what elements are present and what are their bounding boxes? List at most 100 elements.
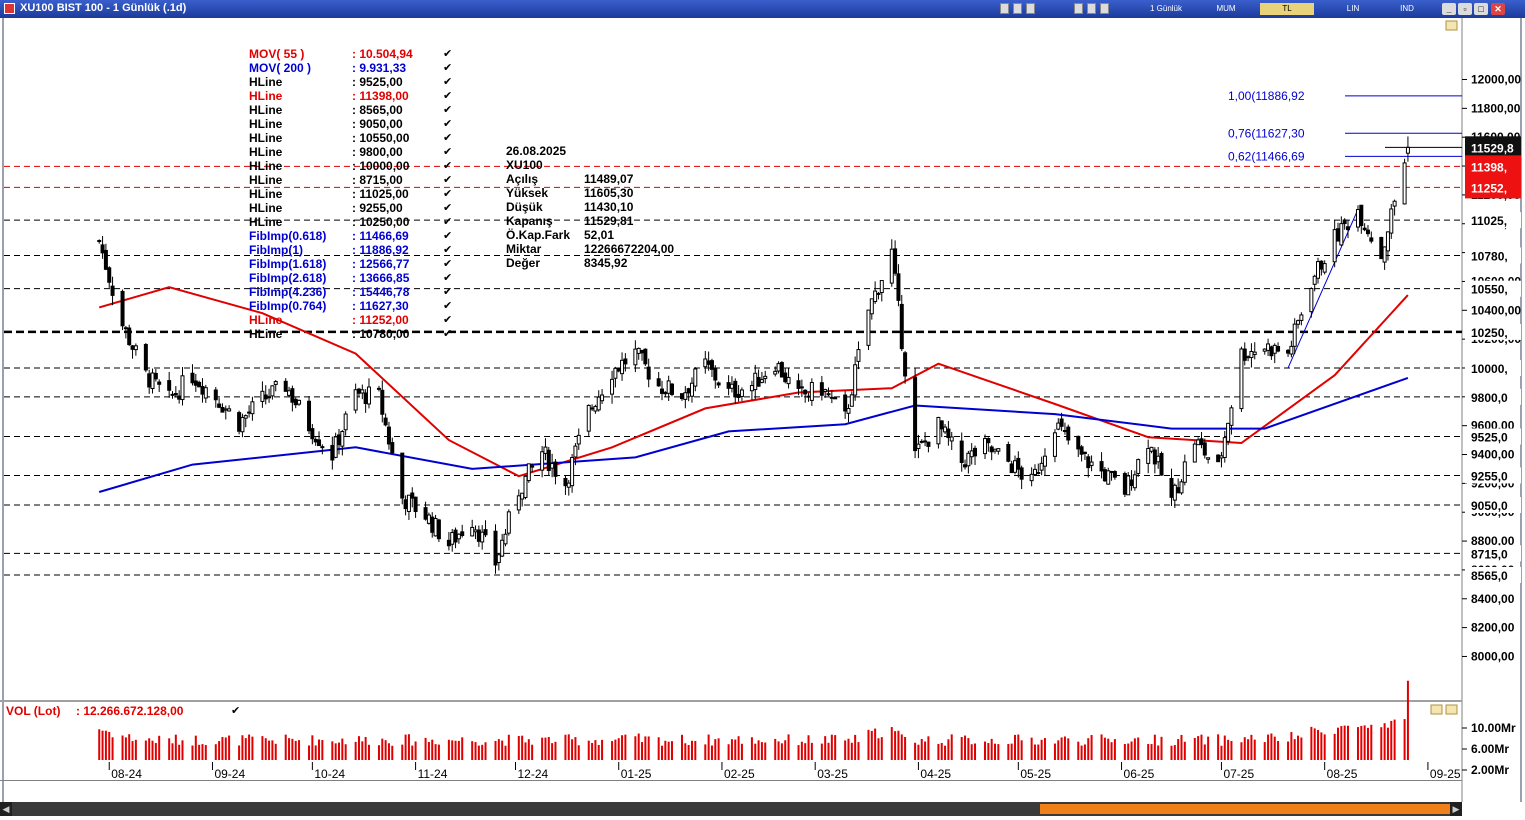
volume-bar[interactable] (1197, 736, 1200, 760)
volume-bar[interactable] (367, 744, 370, 760)
candle-body[interactable] (1016, 457, 1021, 470)
legend-check-icon[interactable]: ✔ (443, 314, 453, 326)
candle-body[interactable] (550, 463, 555, 469)
candle-body[interactable] (689, 382, 694, 397)
candle-body[interactable] (273, 381, 278, 385)
candle-body[interactable] (1199, 438, 1204, 446)
volume-bar[interactable] (427, 741, 430, 760)
volume-bar[interactable] (671, 741, 673, 760)
volume-bar[interactable] (1227, 739, 1230, 760)
volume-bar[interactable] (710, 745, 713, 760)
volume-bar[interactable] (377, 745, 380, 760)
volume-bar[interactable] (1337, 727, 1339, 760)
candle-body[interactable] (500, 539, 505, 557)
volume-bar[interactable] (261, 736, 264, 760)
volume-bar[interactable] (477, 745, 480, 760)
candle-body[interactable] (197, 381, 202, 388)
candle-body[interactable] (1229, 407, 1234, 426)
volume-bar[interactable] (414, 741, 417, 760)
volume-bar[interactable] (401, 744, 404, 760)
candle-body[interactable] (1079, 446, 1084, 455)
toolbar-icon-6[interactable] (1100, 3, 1109, 14)
volume-bar[interactable] (1343, 725, 1346, 760)
candle-body[interactable] (167, 380, 172, 391)
candle-body[interactable] (247, 411, 252, 414)
candle-body[interactable] (739, 389, 744, 397)
volume-bar[interactable] (194, 735, 197, 760)
candle-body[interactable] (157, 381, 162, 385)
volume-bar[interactable] (714, 739, 717, 760)
candle-body[interactable] (1122, 473, 1127, 495)
candle-body[interactable] (819, 382, 824, 396)
candle-body[interactable] (1192, 443, 1197, 463)
volume-bar[interactable] (784, 740, 787, 760)
volume-bar[interactable] (411, 745, 414, 760)
candle-body[interactable] (1182, 461, 1187, 483)
legend-check-icon[interactable]: ✔ (443, 216, 453, 228)
candle-body[interactable] (640, 349, 645, 354)
volume-bar[interactable] (1067, 738, 1070, 760)
candle-body[interactable] (873, 290, 878, 303)
volume-bar[interactable] (574, 737, 577, 760)
volume-bar[interactable] (1113, 739, 1116, 760)
panel-divider[interactable] (0, 700, 1462, 702)
candle-body[interactable] (133, 345, 138, 351)
volume-bar[interactable] (844, 740, 847, 760)
candle-body[interactable] (1086, 456, 1091, 469)
volume-bar[interactable] (641, 742, 644, 760)
volume-bar[interactable] (191, 745, 194, 760)
candle-body[interactable] (1355, 209, 1360, 228)
candle-body[interactable] (706, 360, 711, 365)
candle-body[interactable] (1342, 219, 1347, 225)
volume-bar[interactable] (637, 733, 640, 760)
volume-bar[interactable] (1220, 745, 1223, 760)
candle-body[interactable] (939, 420, 944, 430)
volume-bar[interactable] (1300, 737, 1303, 760)
candle-body[interactable] (546, 449, 551, 472)
candle-body[interactable] (1339, 223, 1344, 246)
volume-bar[interactable] (268, 740, 271, 760)
volume-bar[interactable] (524, 742, 527, 760)
volume-bar[interactable] (314, 745, 317, 760)
volume-bar[interactable] (334, 743, 337, 760)
volume-bar[interactable] (497, 739, 500, 760)
candle-body[interactable] (1319, 260, 1324, 270)
volume-bar[interactable] (381, 738, 384, 760)
candle-body[interactable] (333, 436, 338, 458)
volume-bar[interactable] (1160, 736, 1163, 760)
volume-bar[interactable] (101, 730, 104, 760)
volume-bar[interactable] (128, 734, 131, 760)
volume-bar[interactable] (1173, 745, 1176, 760)
volume-bar[interactable] (780, 743, 783, 760)
volume-bar[interactable] (990, 738, 993, 760)
volume-bar[interactable] (680, 734, 683, 760)
candle-body[interactable] (643, 348, 648, 365)
volume-bar[interactable] (591, 742, 594, 760)
volume-bar[interactable] (344, 744, 347, 760)
candle-body[interactable] (1249, 350, 1254, 359)
candle-body[interactable] (616, 368, 621, 372)
legend-check-icon[interactable]: ✔ (443, 202, 453, 214)
volume-bar[interactable] (124, 737, 127, 760)
volume-bar[interactable] (361, 741, 364, 760)
candle-body[interactable] (1126, 475, 1131, 496)
volume-bar[interactable] (1363, 725, 1366, 760)
volume-bar[interactable] (174, 734, 177, 760)
legend-check-icon[interactable]: ✔ (443, 300, 453, 312)
candle-body[interactable] (1012, 460, 1017, 473)
candle-body[interactable] (679, 393, 684, 400)
candle-body[interactable] (693, 368, 698, 387)
candle-body[interactable] (983, 438, 988, 455)
candle-body[interactable] (1082, 451, 1087, 454)
legend-check-icon[interactable]: ✔ (443, 328, 453, 340)
candle-body[interactable] (446, 539, 451, 547)
candle-body[interactable] (147, 373, 152, 388)
candle-body[interactable] (1246, 356, 1251, 359)
candle-body[interactable] (1102, 469, 1107, 482)
candle-body[interactable] (267, 396, 272, 399)
legend-check-icon[interactable]: ✔ (443, 258, 453, 270)
candle-body[interactable] (853, 364, 858, 396)
candle-body[interactable] (779, 362, 784, 378)
candle-body[interactable] (340, 431, 345, 447)
candle-body[interactable] (1219, 455, 1224, 459)
